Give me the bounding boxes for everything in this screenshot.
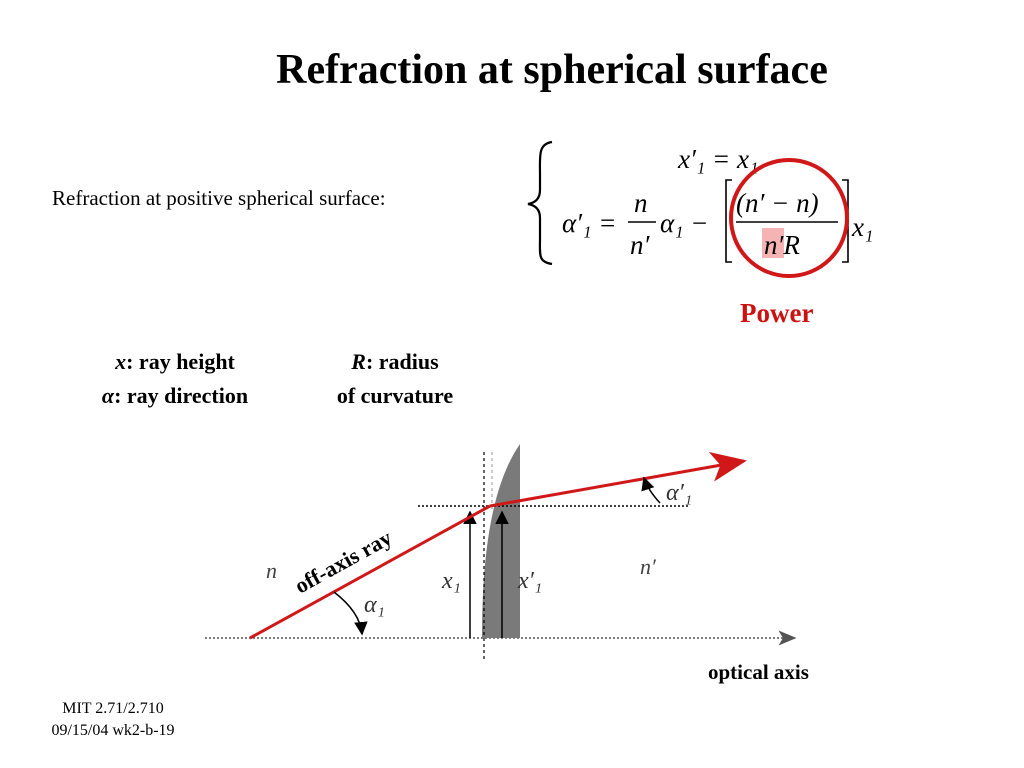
legend-alpha-line: α: ray direction <box>60 379 290 413</box>
equation-lhs: α′₁ = <box>562 208 616 238</box>
legend-r-line: R: radius <box>300 345 490 379</box>
legend-x-desc: : ray height <box>126 349 235 374</box>
fraction2-numerator: (n′ − n) <box>736 188 819 218</box>
equation-line-1: x′₁ = x₁ <box>677 144 758 174</box>
highlight-box <box>762 228 784 258</box>
legend-alpha-desc: : ray direction <box>114 383 249 408</box>
fraction2-denominator: n′R <box>764 230 800 260</box>
legend-r-var: R <box>351 349 366 374</box>
intro-text: Refraction at positive spherical surface… <box>52 186 386 210</box>
slide-title: Refraction at spherical surface <box>276 47 828 93</box>
footer-date: 09/15/04 wk2-b-19 <box>51 722 175 739</box>
equation-block: x′₁ = x₁ α′₁ = n n′ α₁ − (n′ − n) n′R x₁ <box>527 140 873 278</box>
alpha1-label: α₁ <box>364 592 385 618</box>
fraction1-numerator: n <box>634 188 648 218</box>
alpha1-prime-angle-arc <box>641 476 661 504</box>
spherical-surface-lens <box>482 444 520 638</box>
optical-axis-label: optical axis <box>708 660 809 684</box>
x1-term: x₁ <box>851 212 873 242</box>
alpha1-term: α₁ − <box>660 208 709 238</box>
legend-r-desc-2: of curvature <box>336 383 454 408</box>
footer: MIT 2.71/2.710 09/15/04 wk2-b-19 <box>28 698 198 742</box>
power-circle <box>729 158 849 278</box>
legend-ray-variables: x: ray height α: ray direction <box>60 345 290 413</box>
x1-label: x₁ <box>441 568 461 594</box>
alpha1-prime-label: α′₁ <box>666 480 692 506</box>
legend-r-desc: : radius <box>365 349 439 374</box>
power-label: Power <box>740 298 814 328</box>
legend-radius: R: radius of curvature <box>300 345 490 413</box>
legend-x-var: x <box>115 349 127 374</box>
legend-x-line: x: ray height <box>60 345 290 379</box>
index-n-label: n <box>266 558 277 583</box>
refracted-ray <box>489 451 747 508</box>
ray-diagram: off-axis ray n n′ x₁ x′₁ α₁ α′₁ <box>205 444 797 660</box>
x1-prime-label: x′₁ <box>517 568 542 594</box>
incoming-ray <box>249 504 491 640</box>
left-brace <box>527 140 553 266</box>
index-n-prime-label: n′ <box>640 554 657 579</box>
left-square-bracket <box>725 179 732 263</box>
alpha1-angle-arc <box>333 591 368 636</box>
legend-alpha-var: α <box>101 383 115 408</box>
footer-course: MIT 2.71/2.710 <box>62 700 164 717</box>
fraction1-denominator: n′ <box>630 230 651 260</box>
